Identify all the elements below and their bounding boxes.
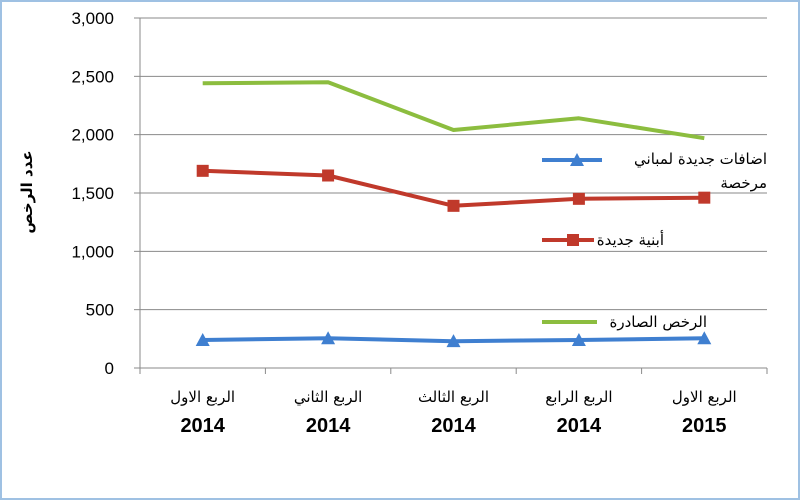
data-point-triangle bbox=[446, 334, 461, 348]
data-point-square bbox=[322, 169, 335, 182]
y-tick-label: 0 bbox=[105, 359, 114, 378]
data-point-triangle bbox=[571, 333, 586, 346]
x-tick-label-year: 2015 bbox=[682, 415, 727, 437]
data-point-square bbox=[196, 164, 209, 177]
series-line bbox=[202, 80, 705, 141]
axes bbox=[134, 17, 768, 374]
legend: اضافات جديدة لمباني مرخصة أبنية جديدة الرخص… bbox=[542, 150, 767, 331]
data-point-square bbox=[447, 199, 460, 212]
legend-label-continued: مرخصة bbox=[720, 174, 767, 192]
x-tick-label-quarter: الربع الثاني bbox=[294, 388, 362, 407]
data-point-square bbox=[698, 191, 711, 204]
x-tick-label-year: 2014 bbox=[306, 415, 351, 437]
legend-marker-triangle bbox=[570, 153, 584, 166]
x-tick-label-year: 2014 bbox=[557, 415, 602, 437]
x-tick-label-quarter: الربع الاول bbox=[170, 388, 235, 406]
x-tick-label-year: 2014 bbox=[180, 415, 225, 437]
series-lines bbox=[195, 80, 712, 348]
legend-marker-square bbox=[567, 234, 579, 246]
x-tick-labels: الربع الاول 2014 الربع الثاني 2014 الربع الث… bbox=[170, 388, 736, 437]
y-tick-label: 500 bbox=[86, 301, 114, 320]
data-point-square bbox=[572, 192, 585, 205]
y-tick-labels: 0 500 1,000 1,500 2,000 2,500 3,000 bbox=[71, 9, 114, 378]
y-tick-label: 3,000 bbox=[71, 9, 114, 28]
y-axis-label: عدد الرخص bbox=[18, 150, 36, 233]
x-tick-label-quarter: الربع الاول bbox=[672, 388, 737, 406]
y-tick-label: 2,500 bbox=[71, 67, 114, 86]
data-point-triangle bbox=[321, 331, 336, 345]
legend-label: أبنية جديدة bbox=[597, 230, 664, 249]
legend-label: الرخص الصادرة bbox=[609, 313, 707, 331]
x-tick-label-quarter: الربع الثالث bbox=[418, 388, 489, 406]
legend-label: اضافات جديدة لمباني bbox=[634, 150, 767, 169]
y-tick-label: 2,000 bbox=[71, 126, 114, 145]
data-point-triangle bbox=[697, 331, 712, 345]
y-tick-label: 1,000 bbox=[71, 242, 114, 261]
y-tick-label: 1,500 bbox=[71, 184, 114, 203]
data-point-triangle bbox=[195, 333, 210, 346]
x-tick-label-year: 2014 bbox=[431, 415, 476, 437]
x-tick-label-quarter: الربع الرابع bbox=[545, 388, 612, 406]
grid-lines bbox=[140, 17, 767, 311]
